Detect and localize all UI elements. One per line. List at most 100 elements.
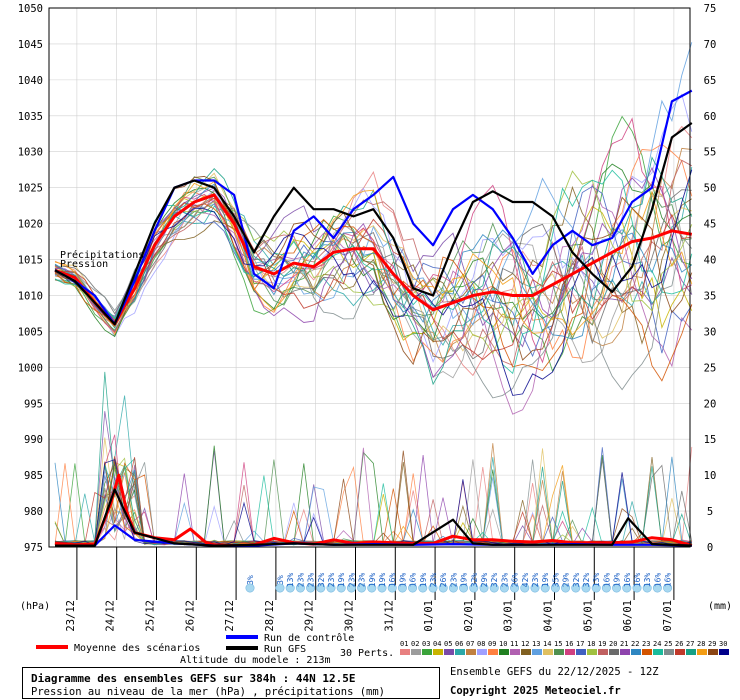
prob-label: 32% (470, 573, 479, 588)
legend-pert-id: 15 (554, 640, 562, 648)
x-tick-label: 07/01 (662, 600, 674, 632)
legend-pert-id: 03 (422, 640, 430, 648)
prob-label: 32% (490, 573, 499, 588)
legend-pert-swatch (719, 649, 729, 655)
legend-pert-id: 19 (598, 640, 606, 648)
right-tick-label: 35 (704, 290, 717, 302)
prob-dot (275, 583, 285, 593)
legend-pert-id: 25 (664, 640, 672, 648)
footer-title: Diagramme des ensembles GEFS sur 384h : … (31, 672, 356, 685)
x-tick-label: 06/01 (622, 600, 634, 632)
legend-pert-id: 18 (587, 640, 595, 648)
prob-label: 29% (562, 573, 571, 588)
perturbation-lines (54, 42, 693, 546)
x-tick-label: 05/01 (582, 600, 594, 632)
right-tick-label: 65 (704, 75, 717, 87)
right-tick-label: 10 (704, 470, 717, 482)
prob-label: 23% (347, 573, 356, 588)
prob-dot (612, 583, 622, 593)
perturbation-pressure-line (54, 42, 693, 326)
x-tick-label: 01/01 (423, 600, 435, 632)
prob-dot (499, 583, 509, 593)
legend-pert-id: 13 (532, 640, 540, 648)
prob-label: 16% (664, 573, 673, 588)
prob-dot (428, 583, 438, 593)
legend: Moyenne des scénarios Run de contrôleRun … (36, 632, 729, 659)
prob-label: 23% (449, 573, 458, 588)
left-tick-label: 1040 (18, 75, 43, 87)
left-axis-unit: (hPa) (20, 601, 50, 612)
legend-pert-id: 10 (499, 640, 507, 648)
x-tick-label: 02/01 (463, 600, 475, 632)
axes: 975 0 980 5 985 10 990 15 995 20 1000 25 1005 30 1010 3… (18, 3, 732, 632)
legend-pert-id: 23 (642, 640, 650, 648)
right-tick-label: 15 (704, 434, 717, 446)
right-tick-label: 20 (704, 398, 717, 410)
legend-pert-swatch (422, 649, 432, 655)
prob-dot (377, 583, 387, 593)
legend-pert-id: 06 (455, 640, 463, 648)
prob-dot (295, 583, 305, 593)
prob-label: 13% (643, 573, 652, 588)
prob-label: 32% (582, 573, 591, 588)
left-tick-label: 975 (24, 542, 43, 554)
left-tick-label: 1025 (18, 183, 43, 195)
perturbation-pressure-line (54, 195, 693, 399)
legend-pert-swatch (433, 649, 443, 655)
perturbation-pressure-line (54, 125, 693, 377)
right-tick-label: 5 (707, 506, 713, 518)
legend-pert-swatch (521, 649, 531, 655)
prob-label: 32% (317, 573, 326, 588)
legend-pert-swatch (576, 649, 586, 655)
prob-label: 16% (602, 573, 611, 588)
legend-pert-swatch (554, 649, 564, 655)
prob-dot (510, 583, 520, 593)
perturbation-precip-line (54, 411, 692, 546)
legend-pert-swatch (664, 649, 674, 655)
legend-pert-id: 01 (400, 640, 408, 648)
prob-dot (408, 583, 418, 593)
legend-pert-id: 29 (708, 640, 716, 648)
legend-pert-swatch (488, 649, 498, 655)
prob-label: 26% (439, 573, 448, 588)
prob-label: 23% (358, 573, 367, 588)
legend-pert-swatch (499, 649, 509, 655)
x-tick-label: 31/12 (383, 600, 395, 632)
legend-pert-swatch (532, 649, 542, 655)
legend-pert-swatch (455, 649, 465, 655)
right-axis-unit: (mm) (708, 601, 732, 612)
prob-dot (663, 583, 673, 593)
right-tick-label: 45 (704, 219, 717, 231)
perturbation-pressure-line (54, 202, 693, 382)
left-tick-label: 990 (24, 434, 43, 446)
prob-dot (438, 583, 448, 593)
x-tick-label: 29/12 (304, 600, 316, 632)
prob-label: 23% (531, 573, 540, 588)
prob-label: 13% (592, 573, 601, 588)
legend-pert-id: 24 (653, 640, 661, 648)
prob-dot (418, 583, 428, 593)
series-pressure-line (54, 89, 693, 326)
legend-pert-swatch (543, 649, 553, 655)
legend-pert-swatch (708, 649, 718, 655)
legend-pert-id: 04 (433, 640, 441, 648)
prob-label: 19% (460, 573, 469, 588)
prob-dot (387, 583, 397, 593)
right-tick-label: 25 (704, 362, 717, 374)
legend-pert-id: 22 (631, 640, 639, 648)
legend-pert-swatch (477, 649, 487, 655)
right-tick-label: 0 (707, 542, 713, 554)
legend-pert-id: 09 (488, 640, 496, 648)
series-pressure-line (54, 122, 693, 326)
legend-pert-swatch (675, 649, 685, 655)
left-tick-label: 995 (24, 398, 43, 410)
legend-label-perts: 30 Perts. (340, 648, 394, 659)
left-tick-label: 980 (24, 506, 43, 518)
prob-label: 19% (541, 573, 550, 588)
legend-pert-id: 14 (543, 640, 551, 648)
prob-label: 16% (653, 573, 662, 588)
prob-dot (469, 583, 479, 593)
prob-dot (367, 583, 377, 593)
prob-dot (459, 583, 469, 593)
